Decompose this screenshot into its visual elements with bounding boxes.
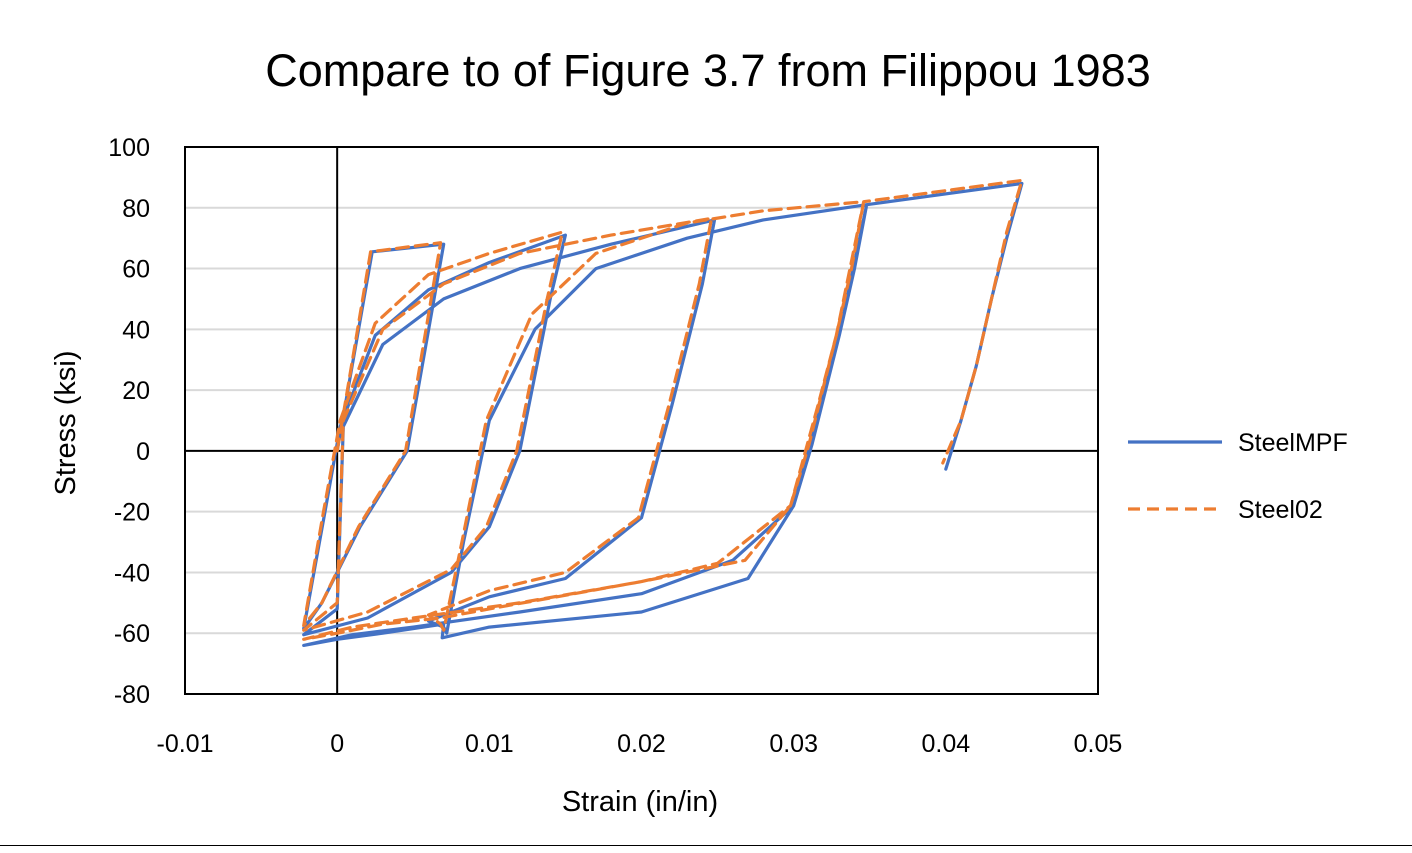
x-tick-label: 0 (330, 730, 344, 758)
x-tick-labels: -0.01 0 0.01 0.02 0.03 0.04 0.05 (157, 730, 1123, 758)
x-tick-label: -0.01 (157, 730, 214, 758)
x-tick-label: 0.04 (921, 730, 970, 758)
x-tick-label: 0.01 (465, 730, 514, 758)
legend: SteelMPF Steel02 (1128, 429, 1348, 524)
y-tick-label: -20 (114, 499, 150, 527)
y-tick-label: -60 (114, 620, 150, 648)
x-tick-label: 0.02 (617, 730, 666, 758)
x-axis-label: Strain (in/in) (562, 786, 718, 818)
y-tick-label: -40 (114, 559, 150, 587)
y-tick-label: -80 (114, 681, 150, 709)
bottom-divider (0, 845, 1412, 846)
series-line-steel02 (302, 178, 1024, 641)
y-tick-label: 40 (122, 316, 150, 344)
legend-label-steelmpf: SteelMPF (1238, 429, 1348, 457)
series-lines (302, 178, 1024, 648)
chart-title: Compare to of Figure 3.7 from Filippou 1… (265, 45, 1150, 96)
plot-area-border (184, 146, 1099, 695)
y-tick-labels: -80 -60 -40 -20 0 20 40 60 80 100 (108, 134, 150, 709)
legend-label-steel02: Steel02 (1238, 496, 1323, 524)
y-tick-label: 0 (136, 438, 150, 466)
y-tick-label: 20 (122, 377, 150, 405)
x-tick-label: 0.05 (1074, 730, 1123, 758)
y-axis-label: Stress (ksi) (50, 351, 82, 496)
y-tick-label: 100 (108, 134, 150, 162)
series-line-steelmpf (302, 181, 1024, 648)
x-tick-label: 0.03 (769, 730, 818, 758)
y-tick-label: 80 (122, 195, 150, 223)
y-tick-label: 60 (122, 256, 150, 284)
